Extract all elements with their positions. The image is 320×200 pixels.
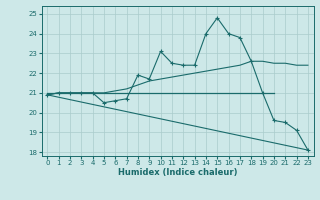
X-axis label: Humidex (Indice chaleur): Humidex (Indice chaleur) bbox=[118, 168, 237, 177]
